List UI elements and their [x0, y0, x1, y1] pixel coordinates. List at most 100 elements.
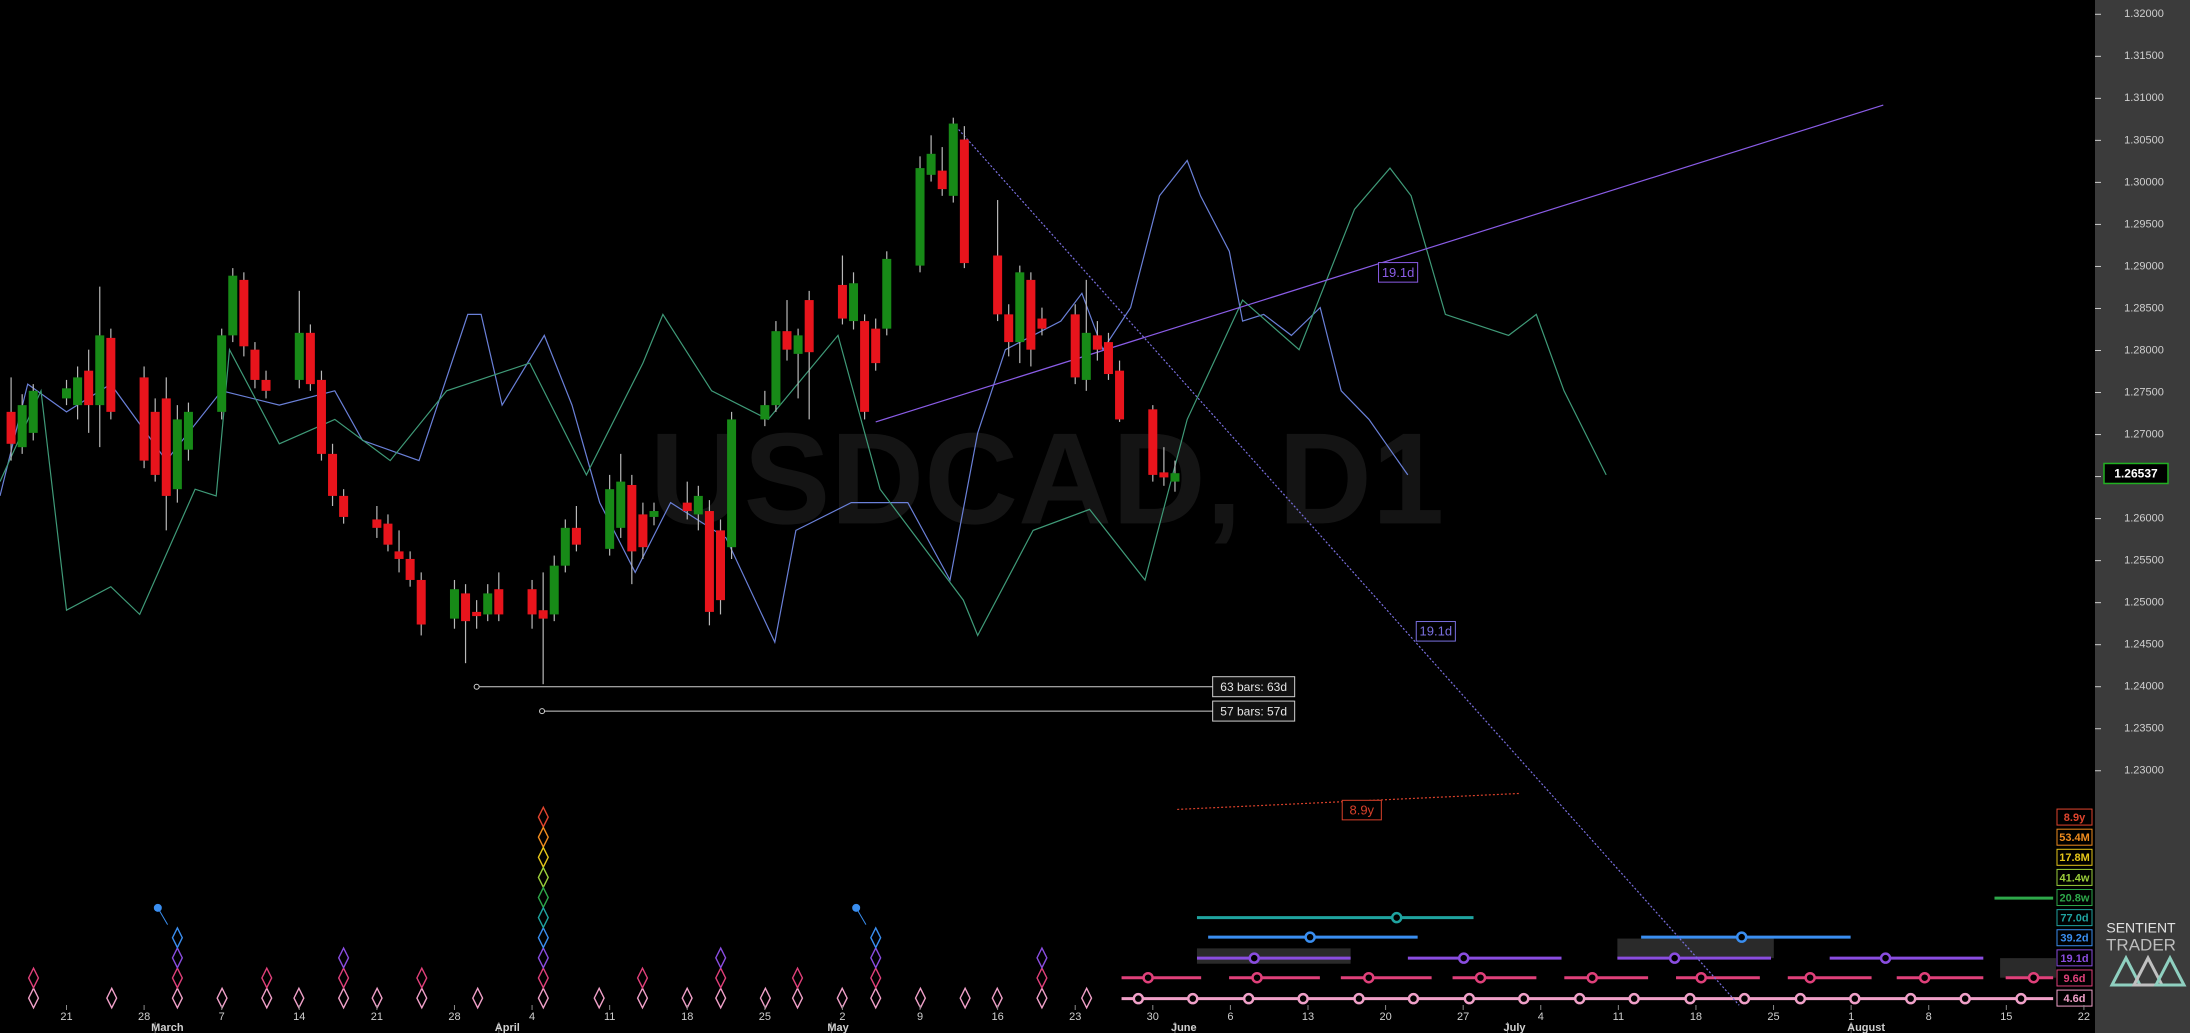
- measure-anchor: [473, 683, 480, 690]
- cycle-diamond: [870, 986, 882, 1010]
- y-tick-label: 1.23500: [2124, 723, 2164, 735]
- trendline-label-box: [1341, 799, 1382, 821]
- measure-label-box: [1212, 676, 1296, 698]
- logo-shape: [2153, 954, 2187, 987]
- candle-body: [571, 527, 581, 545]
- cycle-node: [1959, 992, 1971, 1005]
- trendline-label-box: [1378, 262, 1419, 283]
- cycle-legend-label: 53.4M: [2059, 832, 2090, 844]
- candle-body: [605, 489, 615, 549]
- trendline: [1177, 792, 1520, 811]
- candle-body: [106, 337, 116, 412]
- cycle-legend-label: 4.6d: [2063, 993, 2085, 1005]
- x-tick-label: 11: [604, 1011, 615, 1023]
- trendline-label: 19.1d: [1420, 624, 1453, 639]
- cycle-node: [1586, 971, 1598, 984]
- x-tick-label: 25: [1767, 1011, 1779, 1023]
- y-tick-label: 1.27000: [2124, 428, 2164, 440]
- candle-body: [1026, 279, 1036, 350]
- candle-body: [1115, 370, 1125, 420]
- measure-label: 63 bars: 63d: [1220, 680, 1287, 694]
- candle-body: [627, 484, 637, 552]
- cycle-legend-label: 19.1d: [2060, 953, 2088, 965]
- cycle-node: [1142, 971, 1154, 984]
- cycle-node: [1849, 992, 1861, 1005]
- x-tick-label: 1: [1848, 1011, 1854, 1023]
- candle-body: [73, 377, 83, 406]
- y-tick-label: 1.26000: [2124, 513, 2164, 525]
- cycle-diamond: [636, 986, 649, 1010]
- plot-background: [0, 0, 2095, 1033]
- candle-body: [549, 565, 559, 615]
- cycle-node: [1248, 952, 1260, 964]
- candle-body: [494, 589, 504, 615]
- y-tick-label: 1.29500: [2124, 218, 2164, 230]
- cycle-diamond: [261, 986, 273, 1010]
- cycle-diamond: [171, 926, 184, 950]
- cycle-diamond: [472, 986, 484, 1010]
- cycle-node: [1904, 992, 1917, 1005]
- cycle-diamond: [715, 966, 727, 990]
- candle-body: [239, 279, 249, 347]
- candle-body: [139, 377, 149, 461]
- candle-body: [17, 405, 27, 448]
- cycle-node: [1573, 992, 1586, 1005]
- price-axis-panel: [2095, 0, 2190, 1033]
- trendline-label: 8.9y: [1349, 803, 1374, 818]
- candle-body: [183, 411, 193, 450]
- candle-body: [1103, 342, 1113, 375]
- candle-body: [95, 335, 105, 406]
- candle-body: [882, 258, 892, 329]
- candle-body: [6, 411, 16, 444]
- cycle-diamond: [791, 966, 804, 990]
- cycle-node: [1668, 952, 1681, 964]
- y-tick-label: 1.25000: [2124, 597, 2164, 609]
- x-tick-label: 2: [839, 1011, 845, 1023]
- candle-body: [716, 530, 726, 601]
- x-tick-label: 15: [2000, 1011, 2012, 1023]
- x-tick-label: 27: [1457, 1011, 1469, 1023]
- cycle-node: [1794, 992, 1807, 1005]
- brand-name: SENTIENT: [2106, 920, 2176, 936]
- cycle-node: [1187, 992, 1199, 1005]
- cycle-node: [1738, 992, 1751, 1005]
- cycle-legend-box: [2056, 868, 2093, 886]
- candle-body: [294, 332, 304, 380]
- candle-body: [860, 321, 870, 412]
- candle-body: [394, 551, 404, 559]
- x-tick-label: 14: [293, 1011, 305, 1023]
- x-tick-label: 25: [759, 1011, 771, 1023]
- y-tick-label: 1.30000: [2124, 176, 2164, 188]
- cycle-legend-label: 41.4w: [2060, 872, 2090, 884]
- cycle-legend-box: [2056, 969, 2093, 987]
- month-label: August: [1847, 1022, 1885, 1033]
- candle-body: [937, 170, 947, 190]
- y-tick-label: 1.25500: [2124, 555, 2164, 567]
- candle-body: [383, 523, 393, 545]
- cycle-legend-label: 77.0d: [2060, 913, 2088, 925]
- cycle-diamond: [171, 986, 184, 1010]
- candle-body: [261, 379, 271, 391]
- x-tick-label: 4: [529, 1011, 535, 1023]
- cycle-diamond: [537, 946, 549, 970]
- month-label: March: [151, 1022, 184, 1033]
- cycle-dot: [852, 903, 861, 912]
- cycle-node: [1132, 992, 1145, 1005]
- cycle-legend-label: 8.9y: [2064, 812, 2086, 824]
- cycle-diamond: [261, 966, 273, 990]
- candle-body: [472, 611, 482, 617]
- cycle-node: [1407, 992, 1420, 1005]
- candle-body: [638, 514, 648, 548]
- cycle-node: [1518, 992, 1530, 1005]
- candle-body: [1159, 472, 1169, 478]
- x-tick-label: 30: [1147, 1011, 1159, 1023]
- cycle-diamond: [171, 946, 184, 970]
- cycle-dot: [153, 903, 162, 912]
- x-tick-label: 18: [1690, 1011, 1702, 1023]
- cycle-diamond: [791, 986, 804, 1010]
- cycle-legend-box: [2056, 808, 2093, 826]
- cycle-node: [1684, 992, 1696, 1005]
- cycle-diamond: [537, 926, 549, 950]
- candle-body: [62, 388, 72, 399]
- cycle-legend-box: [2056, 909, 2093, 927]
